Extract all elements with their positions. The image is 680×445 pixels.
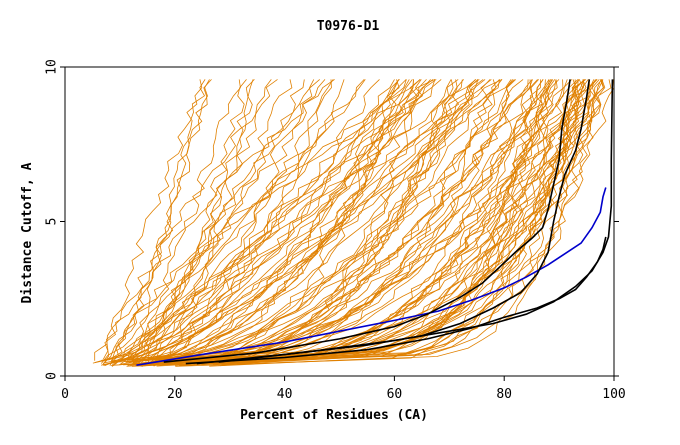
chart-title: T0976-D1 [317, 19, 380, 34]
background-series-line [101, 79, 427, 361]
background-series-line [134, 79, 480, 363]
background-series-line [102, 79, 210, 365]
background-series-line [157, 79, 400, 362]
y-tick-label: 10 [45, 59, 60, 75]
x-tick-label: 20 [167, 387, 183, 402]
background-series-line [148, 79, 399, 360]
x-tick-label: 0 [61, 387, 69, 402]
background-series-line [111, 79, 442, 362]
background-series-line [94, 79, 278, 361]
background-series-line [197, 79, 585, 362]
background-series-line [155, 79, 576, 364]
background-series-line [168, 79, 568, 362]
background-series-line [218, 79, 605, 366]
background-series-line [114, 79, 515, 363]
background-series-line [125, 79, 503, 363]
background-series-line [127, 79, 345, 367]
highlighted-series-line-4 [218, 79, 614, 363]
background-series-line [209, 79, 584, 367]
background-series-line [115, 79, 365, 365]
background-series-group [92, 79, 615, 367]
background-series-line [157, 79, 589, 364]
x-tick-label: 40 [277, 387, 293, 402]
y-tick-label: 0 [45, 372, 60, 380]
background-series-line [137, 79, 241, 365]
x-tick-label: 80 [496, 387, 512, 402]
background-series-line [111, 79, 414, 363]
background-series-line [92, 79, 380, 364]
background-series-line [118, 79, 514, 361]
background-series-line [129, 79, 524, 363]
background-series-line [112, 79, 407, 365]
background-series-line [176, 79, 554, 360]
y-axis-label: Distance Cutoff, A [20, 162, 35, 303]
background-series-line [179, 79, 587, 367]
background-series-line [212, 79, 533, 365]
background-series-line [103, 79, 395, 366]
background-series-line [103, 79, 206, 360]
background-series-line [204, 79, 541, 362]
background-series-line [151, 79, 437, 365]
background-series-line [148, 79, 410, 365]
background-series-line [193, 79, 603, 362]
y-tick-label: 5 [45, 218, 60, 226]
background-series-line [126, 79, 476, 365]
background-series-line [153, 79, 254, 367]
background-series-line [225, 79, 552, 365]
background-series-line [128, 79, 516, 363]
x-axis-label: Percent of Residues (CA) [240, 408, 428, 423]
background-series-line [195, 79, 585, 365]
background-series-line [214, 79, 602, 363]
background-series-line [94, 79, 334, 363]
background-series-line [159, 79, 414, 362]
background-series-line [136, 79, 465, 364]
background-series-line [179, 79, 458, 362]
background-series-line [156, 79, 591, 360]
background-series-line [154, 79, 500, 366]
background-series-line [210, 79, 597, 364]
background-series-line [137, 79, 436, 367]
background-series-line [172, 79, 585, 361]
background-series-line [208, 79, 587, 364]
background-series-line [130, 79, 529, 366]
highlighted-series-group [136, 79, 614, 366]
background-series-line [153, 79, 315, 367]
x-tick-label: 100 [602, 387, 625, 402]
background-series-line [132, 79, 212, 365]
background-series-line [180, 79, 560, 367]
background-series-line [100, 79, 326, 364]
background-series-line [175, 79, 544, 366]
background-series-line [101, 79, 400, 366]
background-series-line [208, 79, 558, 364]
background-series-line [112, 79, 550, 366]
background-series-line [127, 79, 366, 362]
x-tick-label: 60 [387, 387, 403, 402]
background-series-line [172, 79, 463, 361]
background-series-line [143, 79, 400, 365]
background-series-line [110, 79, 436, 364]
background-series-line [189, 79, 546, 364]
background-series-line [154, 79, 459, 362]
background-series-line [119, 79, 255, 366]
background-series-line [110, 79, 454, 366]
background-series-line [102, 79, 335, 365]
background-series-line [147, 79, 320, 364]
highlighted-series-line-1 [136, 187, 607, 366]
background-series-line [121, 79, 247, 361]
background-series-line [154, 79, 305, 361]
background-series-line [146, 79, 479, 360]
y-axis-ticks: 0 5 10 [45, 59, 619, 380]
background-series-line [125, 79, 421, 362]
background-series-line [129, 79, 434, 366]
background-series-line [141, 79, 431, 367]
highlighted-series-line-5 [185, 236, 607, 365]
background-series-line [166, 79, 424, 360]
highlighted-series-line-2 [163, 79, 571, 363]
x-axis-ticks: 0 20 40 60 80 100 [61, 376, 626, 402]
background-series-line [121, 79, 413, 365]
